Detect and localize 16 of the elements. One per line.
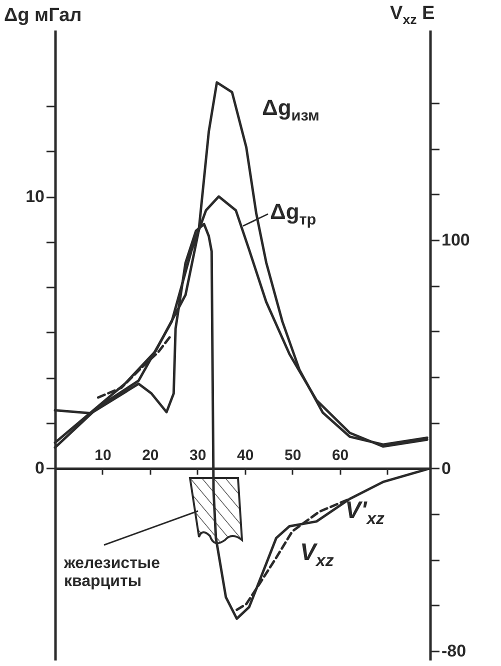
y-axis-title: Δg мГал: [4, 5, 82, 27]
y2-tick-label: 0: [442, 458, 451, 478]
annotation: железистые кварциты: [64, 555, 161, 590]
x-tick-label: 40: [237, 446, 254, 464]
x-tick-label: 30: [190, 446, 206, 464]
x-tick-label: 20: [142, 446, 159, 464]
y2-axis-title: V$_{xz}$ E: [390, 3, 435, 28]
y2-tick-label: 100: [442, 230, 470, 250]
x-tick-label: 60: [332, 446, 349, 464]
x-tick-label: 10: [94, 446, 112, 464]
series-label: V$_{xz}$: [300, 539, 334, 570]
series-label: Δg$_{изм}$: [262, 95, 320, 126]
legend-label: Δg$_{тр}$: [270, 199, 316, 230]
y2-tick-label: -80: [442, 641, 466, 660]
x-tick-label: 50: [284, 446, 302, 464]
series-label: V'$_{xz}$: [345, 497, 384, 528]
